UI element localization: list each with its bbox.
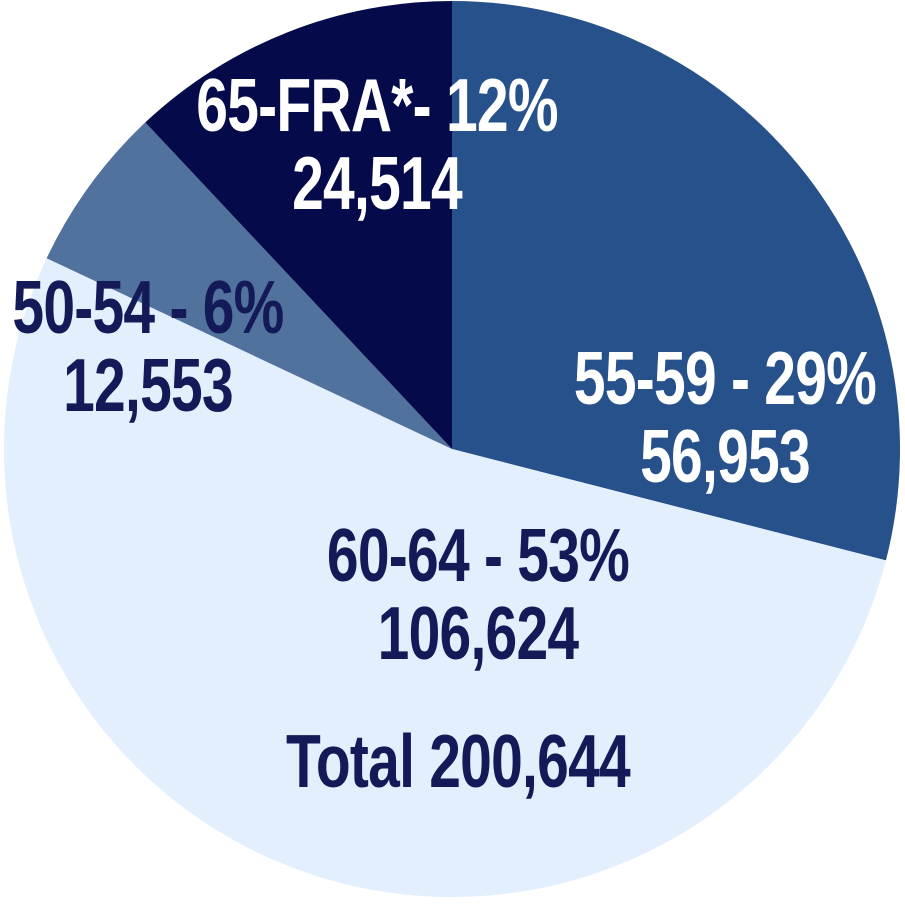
slice-label-55-59: 55-59 - 29% 56,953	[573, 336, 877, 498]
slice-label-65-fra: 65-FRA*- 12% 24,514	[196, 63, 558, 225]
slice-label-50-54-text: 50-54 - 6%	[12, 265, 284, 349]
slice-label-65-fra-text: 65-FRA*- 12%	[196, 63, 558, 147]
pie-slice-50-54	[46, 122, 452, 450]
slice-value-55-59: 56,953	[640, 414, 811, 498]
pie-slice-55-59	[452, 1, 901, 561]
slice-value-50-54: 12,553	[63, 343, 234, 427]
slice-label-55-59-text: 55-59 - 29%	[573, 336, 877, 420]
slice-label-50-54: 50-54 - 6% 12,553	[12, 265, 284, 427]
total-label: Total 200,644	[286, 719, 631, 803]
slice-label-60-64: 60-64 - 53% 106,624	[326, 513, 630, 675]
slice-value-65-fra: 24,514	[292, 141, 463, 225]
slice-label-60-64-text: 60-64 - 53%	[326, 513, 630, 597]
slice-value-60-64: 106,624	[377, 591, 579, 675]
pie-slice-65-FRA*	[145, 1, 452, 449]
pie-slice-60-64	[4, 258, 886, 897]
